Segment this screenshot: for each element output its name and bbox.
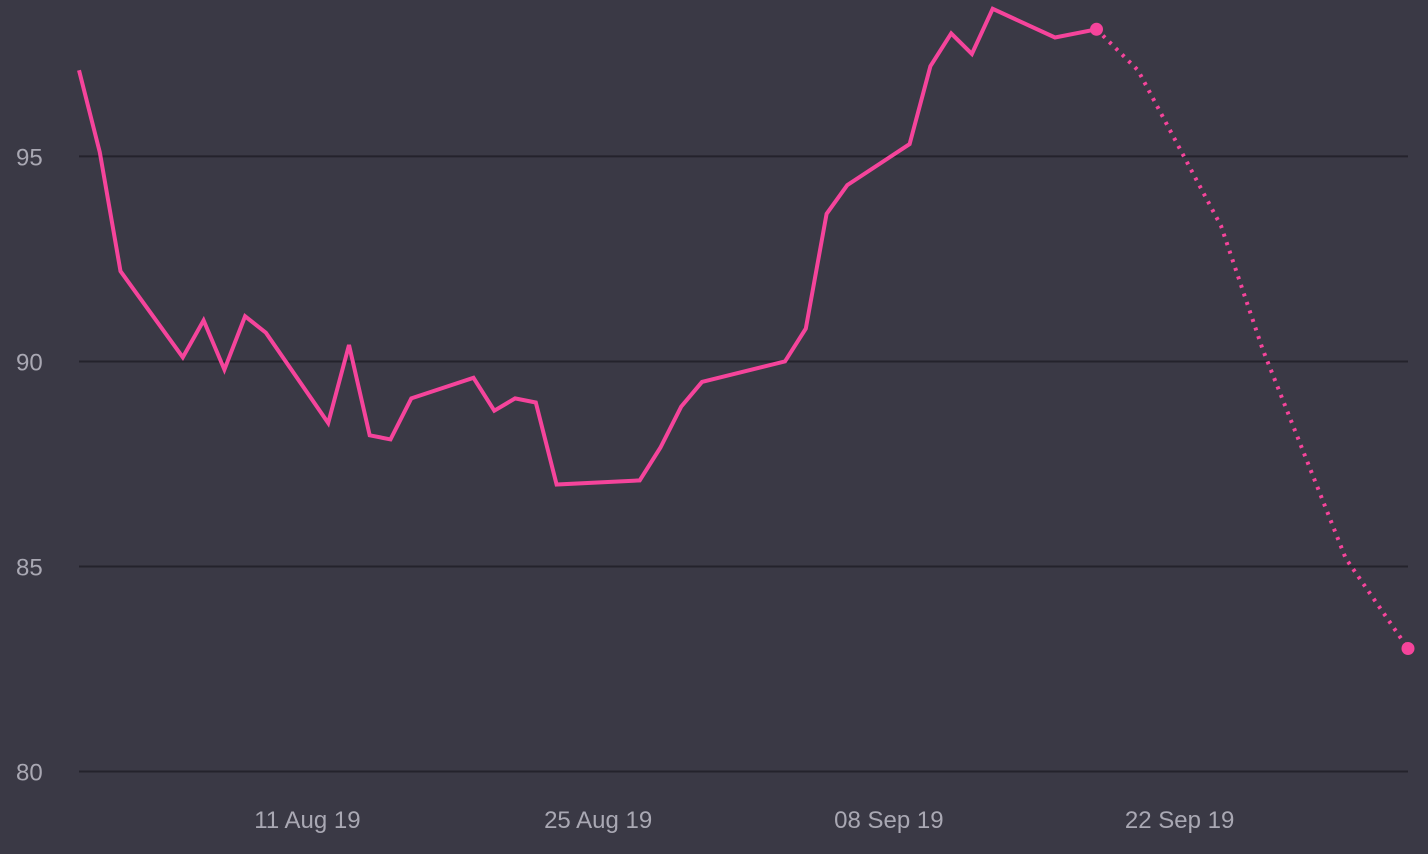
series-markers <box>1090 22 1415 655</box>
x-tick-label: 22 Sep 19 <box>1125 807 1234 834</box>
y-tick-label: 85 <box>16 554 43 581</box>
forecast-line <box>1095 27 1410 650</box>
x-tick-label: 11 Aug 19 <box>254 807 360 834</box>
series-lines <box>77 6 1410 650</box>
y-tick-label: 90 <box>16 349 43 376</box>
x-axis-ticks: 11 Aug 19 25 Aug 19 08 Sep 19 22 Sep 19 <box>254 807 1234 834</box>
y-axis-ticks: 80 85 90 95 <box>16 144 43 786</box>
y-tick-label: 95 <box>16 144 43 171</box>
x-tick-label: 25 Aug 19 <box>544 807 652 834</box>
y-tick-label: 80 <box>16 760 43 787</box>
data-point-marker <box>1090 22 1104 36</box>
x-tick-label: 08 Sep 19 <box>834 807 943 834</box>
gridlines <box>79 155 1408 773</box>
series-line <box>77 6 1097 487</box>
data-point-marker <box>1401 641 1415 655</box>
